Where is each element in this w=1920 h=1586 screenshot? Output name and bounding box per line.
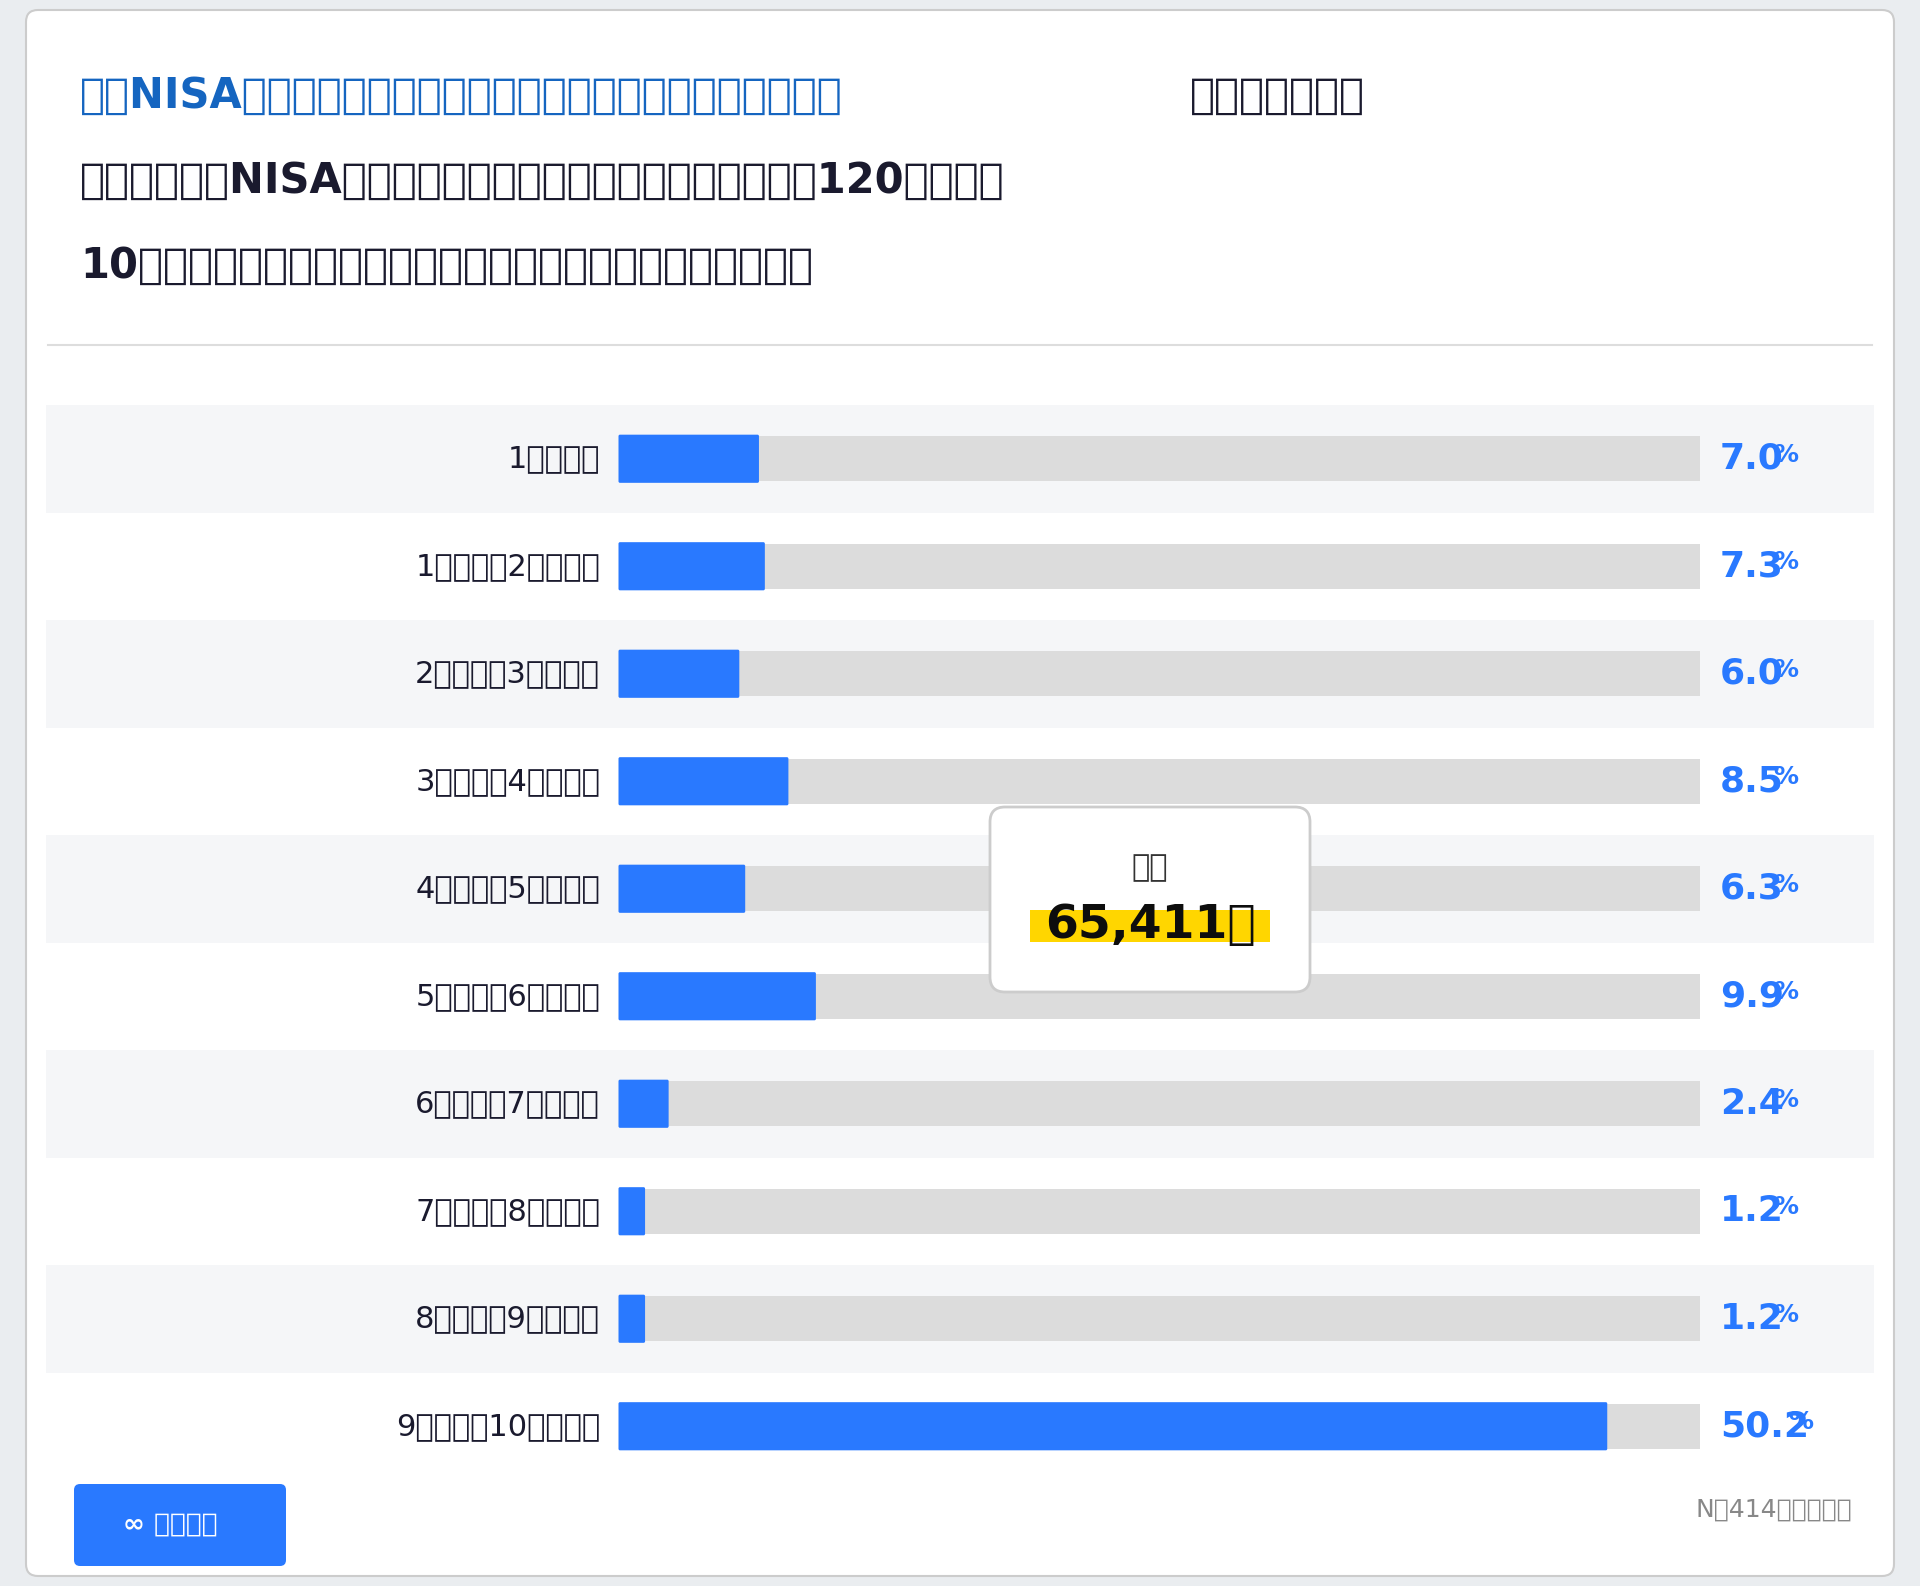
Bar [620, 436, 1699, 481]
Text: 7.3: 7.3 [1720, 549, 1784, 584]
FancyBboxPatch shape [618, 1188, 645, 1235]
Text: 6.0: 6.0 [1720, 657, 1784, 691]
FancyBboxPatch shape [75, 1484, 286, 1565]
Bar [46, 1050, 1874, 1158]
Bar [620, 866, 1699, 912]
Bar [620, 1188, 1699, 1234]
Text: 3万円以上4万円未満: 3万円以上4万円未満 [415, 766, 599, 796]
Text: %: % [1772, 1088, 1797, 1112]
Bar [46, 620, 1874, 728]
Bar [620, 1404, 1699, 1450]
Text: 4万円以上5万円未満: 4万円以上5万円未満 [415, 874, 599, 904]
Bar [46, 404, 1874, 512]
Text: %: % [1772, 1302, 1797, 1327]
Text: 2.4: 2.4 [1720, 1086, 1784, 1121]
Text: %: % [1772, 872, 1797, 896]
Text: 10万円）になりましたが、毎月の積立金額を教えてください。: 10万円）になりましたが、毎月の積立金額を教えてください。 [81, 244, 812, 287]
FancyBboxPatch shape [27, 10, 1893, 1576]
Text: 平均: 平均 [1131, 853, 1167, 882]
Text: ∞ オカネコ: ∞ オカネコ [123, 1511, 217, 1538]
Text: 1万円未満: 1万円未満 [507, 444, 599, 473]
Text: 1万円以上2万円未満: 1万円以上2万円未満 [415, 552, 599, 580]
Text: %: % [1772, 1196, 1797, 1220]
Text: 9.9: 9.9 [1720, 979, 1784, 1013]
Text: 8.5: 8.5 [1720, 764, 1784, 798]
FancyBboxPatch shape [618, 435, 758, 482]
FancyBboxPatch shape [618, 864, 745, 914]
Bar [46, 1372, 1874, 1480]
Text: 7.0: 7.0 [1720, 442, 1784, 476]
FancyBboxPatch shape [618, 542, 764, 590]
FancyBboxPatch shape [618, 972, 816, 1020]
Bar [620, 652, 1699, 696]
FancyBboxPatch shape [618, 757, 789, 806]
Text: 6.3: 6.3 [1720, 872, 1784, 906]
Text: 9万円以上10万円未満: 9万円以上10万円未満 [396, 1412, 599, 1440]
Text: %: % [1772, 980, 1797, 1004]
Text: %: % [1788, 1410, 1812, 1434]
Text: 2万円以上3万円未満: 2万円以上3万円未満 [415, 660, 599, 688]
Text: 5万円以上6万円未満: 5万円以上6万円未満 [415, 982, 599, 1010]
Bar [46, 1266, 1874, 1372]
Text: 50.2: 50.2 [1720, 1410, 1809, 1443]
Text: 「新NISAを利用している」「つみたて投資枠を利用している」: 「新NISAを利用している」「つみたて投資枠を利用している」 [81, 75, 843, 117]
Bar [620, 974, 1699, 1018]
Text: 7万円以上8万円未満: 7万円以上8万円未満 [415, 1197, 599, 1226]
Text: 8万円以上9万円未満: 8万円以上9万円未満 [415, 1304, 599, 1334]
Text: %: % [1772, 766, 1797, 790]
Bar [1029, 909, 1269, 942]
Text: と回答した方に: と回答した方に [1190, 75, 1365, 117]
Bar [620, 544, 1699, 588]
Bar [620, 758, 1699, 804]
Bar [46, 512, 1874, 620]
Bar [46, 728, 1874, 834]
Text: 1.2: 1.2 [1720, 1302, 1784, 1335]
FancyBboxPatch shape [618, 1402, 1607, 1450]
Text: N＝414、単一回答: N＝414、単一回答 [1695, 1499, 1853, 1523]
Bar [46, 834, 1874, 942]
Text: 伺います。新NISAではつみたて投資枠の年間非課税投資枠は120万円（月: 伺います。新NISAではつみたて投資枠の年間非課税投資枠は120万円（月 [81, 160, 1004, 201]
FancyBboxPatch shape [991, 807, 1309, 991]
FancyBboxPatch shape [618, 1294, 645, 1343]
Bar [46, 942, 1874, 1050]
FancyBboxPatch shape [618, 1080, 668, 1128]
Text: %: % [1772, 658, 1797, 682]
Bar [620, 1296, 1699, 1342]
Text: 6万円以上7万円未満: 6万円以上7万円未満 [415, 1090, 599, 1118]
Bar [620, 1082, 1699, 1126]
Bar [46, 1158, 1874, 1266]
Text: 65,411円: 65,411円 [1044, 902, 1256, 948]
Text: %: % [1772, 442, 1797, 466]
Text: 1.2: 1.2 [1720, 1194, 1784, 1228]
Text: %: % [1772, 550, 1797, 574]
FancyBboxPatch shape [618, 650, 739, 698]
